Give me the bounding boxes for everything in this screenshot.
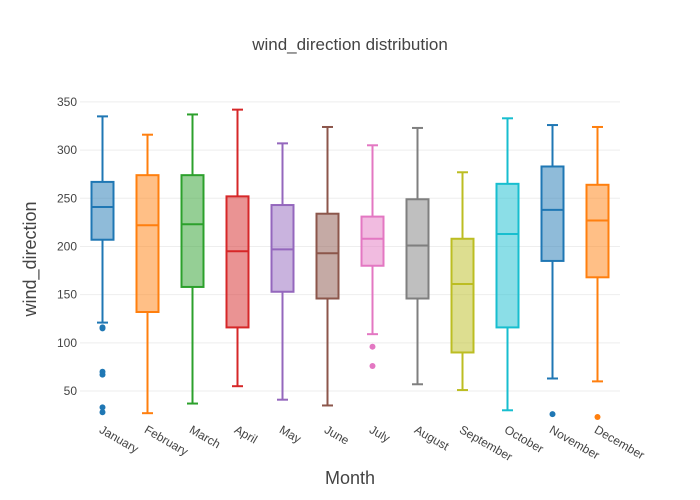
x-tick-label: February	[142, 422, 191, 458]
x-tick-label: August	[412, 422, 452, 453]
gridlines	[80, 101, 620, 392]
box-october	[495, 117, 520, 412]
box-iqr	[315, 212, 340, 300]
x-tick-label: January	[97, 422, 141, 455]
y-tick-label: 300	[57, 143, 77, 157]
box-february	[135, 133, 160, 415]
outlier-point	[99, 404, 106, 411]
box-iqr	[495, 182, 520, 329]
x-tick-label: May	[277, 422, 304, 445]
box-iqr	[360, 215, 385, 267]
outlier-point	[99, 368, 106, 375]
box-iqr	[585, 183, 610, 279]
y-axis-ticks: 50 100 150 200 250 300 350	[57, 95, 77, 398]
box-plots	[90, 108, 610, 421]
box-iqr	[405, 198, 430, 300]
y-tick-label: 100	[57, 336, 77, 350]
x-tick-label: December	[592, 422, 647, 462]
y-tick-label: 150	[57, 288, 77, 302]
box-may	[270, 142, 295, 401]
outlier-point	[549, 411, 556, 418]
outlier-point	[99, 324, 106, 331]
outlier-point	[99, 409, 106, 416]
box-november	[540, 124, 565, 418]
chart-title: wind_direction distribution	[251, 35, 448, 54]
y-tick-label: 250	[57, 191, 77, 205]
box-august	[405, 126, 430, 386]
box-september	[450, 171, 475, 392]
box-iqr	[90, 180, 115, 241]
box-iqr	[180, 174, 205, 288]
box-march	[180, 113, 205, 405]
y-axis-label: wind_direction	[20, 201, 41, 317]
outlier-point	[369, 343, 376, 350]
outlier-point	[594, 414, 601, 421]
x-tick-label: June	[322, 422, 352, 447]
x-axis-label: Month	[325, 468, 375, 488]
box-iqr	[450, 237, 475, 354]
x-tick-label: April	[232, 422, 260, 446]
y-tick-label: 350	[57, 95, 77, 109]
box-january	[90, 115, 115, 416]
box-april	[225, 108, 250, 388]
box-iqr	[225, 195, 250, 329]
y-tick-label: 200	[57, 239, 77, 253]
x-tick-label: March	[187, 422, 223, 451]
y-tick-label: 50	[64, 384, 78, 398]
box-iqr	[135, 174, 160, 313]
box-july	[360, 144, 385, 369]
box-iqr	[540, 165, 565, 262]
outlier-point	[369, 362, 376, 369]
box-june	[315, 125, 340, 407]
x-tick-label: July	[367, 422, 392, 445]
box-december	[585, 125, 610, 421]
x-tick-label: November	[547, 422, 602, 462]
